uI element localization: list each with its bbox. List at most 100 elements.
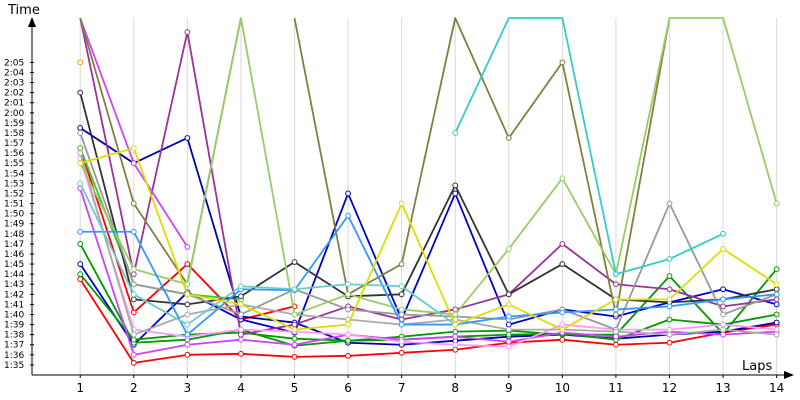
y-tick-label: 1:55 xyxy=(4,159,24,169)
series-18 xyxy=(452,17,726,278)
data-point xyxy=(77,89,84,96)
data-point xyxy=(291,321,298,328)
x-tick-label: 8 xyxy=(451,381,459,395)
y-tick-label: 1:59 xyxy=(4,119,24,129)
y-tick-label: 1:58 xyxy=(4,129,24,139)
data-point xyxy=(398,200,405,207)
y-tick-label: 1:56 xyxy=(4,149,24,159)
x-tick-label: 12 xyxy=(662,381,677,395)
data-point xyxy=(720,321,726,328)
data-point xyxy=(184,321,191,328)
data-point xyxy=(291,353,298,360)
y-tick-label: 1:35 xyxy=(4,361,24,371)
data-point xyxy=(666,303,673,310)
data-point xyxy=(666,296,673,303)
data-point xyxy=(398,306,405,313)
data-point xyxy=(613,333,619,340)
y-tick-label: 2:04 xyxy=(4,68,24,78)
y-tick-label: 2:01 xyxy=(4,99,24,109)
series-21 xyxy=(77,145,780,333)
series-line xyxy=(79,278,777,364)
data-point xyxy=(452,190,459,197)
data-point xyxy=(505,135,512,141)
data-point xyxy=(398,321,405,328)
data-point xyxy=(559,240,566,247)
data-point xyxy=(398,291,405,298)
data-point xyxy=(559,59,566,66)
y-tick-label: 1:44 xyxy=(4,270,24,280)
y-tick-label: 2:02 xyxy=(4,89,24,99)
data-point xyxy=(238,326,244,333)
data-point xyxy=(666,200,673,207)
data-point xyxy=(130,281,137,288)
data-point xyxy=(130,291,137,298)
data-point xyxy=(666,339,673,346)
data-point xyxy=(130,271,137,278)
y-tick-label: 1:49 xyxy=(4,220,24,230)
data-point xyxy=(773,319,780,326)
data-point xyxy=(773,331,780,338)
x-tick-label: 6 xyxy=(344,381,352,395)
y-tick-label: 1:41 xyxy=(4,300,24,310)
x-axis-title: Laps xyxy=(742,359,772,374)
y-tick-label: 1:45 xyxy=(4,260,24,270)
data-point xyxy=(666,331,673,338)
data-point xyxy=(291,341,298,348)
y-tick-label: 1:37 xyxy=(4,341,24,351)
data-point xyxy=(773,286,780,293)
series-line xyxy=(79,132,777,331)
x-tick-label: 11 xyxy=(608,381,623,395)
series-line xyxy=(79,188,777,356)
data-point xyxy=(452,321,459,328)
series-17 xyxy=(77,17,780,318)
data-point xyxy=(130,331,137,338)
data-point xyxy=(720,311,726,318)
data-point xyxy=(184,244,191,250)
data-point xyxy=(773,266,780,273)
data-point xyxy=(77,240,84,247)
series-line xyxy=(79,17,777,336)
data-point xyxy=(559,326,566,333)
data-point xyxy=(773,326,780,333)
y-axis-arrow xyxy=(28,17,36,27)
y-tick-label: 1:50 xyxy=(4,210,24,220)
series-line xyxy=(79,157,777,348)
data-point xyxy=(773,301,780,308)
data-point xyxy=(666,273,673,280)
series-line xyxy=(79,182,456,326)
series-16 xyxy=(293,17,671,318)
y-tick-label: 1:52 xyxy=(4,189,24,199)
data-point xyxy=(773,296,780,303)
data-point xyxy=(130,336,137,343)
data-point xyxy=(559,309,566,316)
data-point xyxy=(613,306,619,313)
x-tick-label: 5 xyxy=(291,381,299,395)
data-point xyxy=(559,261,566,267)
data-point xyxy=(238,301,244,308)
x-tick-label: 7 xyxy=(398,381,406,395)
series-14 xyxy=(77,150,780,338)
data-point xyxy=(613,341,619,348)
series-line xyxy=(79,152,777,336)
series-lines xyxy=(77,17,780,366)
data-point xyxy=(720,303,726,310)
data-point xyxy=(238,293,244,300)
data-point xyxy=(238,311,244,318)
data-point xyxy=(77,150,84,157)
data-point xyxy=(559,336,566,343)
data-point xyxy=(77,271,84,278)
data-point xyxy=(720,230,726,237)
data-point xyxy=(345,337,351,344)
data-point xyxy=(130,351,137,358)
data-point xyxy=(505,331,512,338)
series-line xyxy=(80,214,777,336)
y-tick-label: 2:00 xyxy=(4,109,24,119)
data-point xyxy=(398,338,405,345)
data-point xyxy=(452,130,459,136)
data-point xyxy=(184,311,191,318)
y-tick-label: 1:57 xyxy=(4,139,24,149)
data-point xyxy=(666,286,673,293)
data-point xyxy=(452,346,459,353)
data-point xyxy=(184,301,191,308)
data-point xyxy=(505,326,512,333)
